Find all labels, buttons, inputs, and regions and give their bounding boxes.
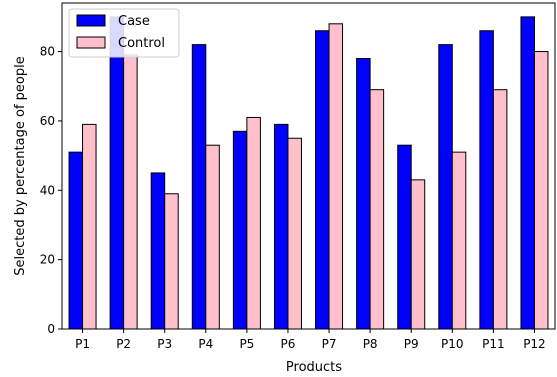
- bar-control-p6: [287, 137, 302, 330]
- y-axis-label: Selected by percentage of people: [13, 56, 28, 275]
- legend: Case Control: [68, 8, 180, 58]
- legend-label-case: Case: [118, 14, 150, 29]
- y-tick-label: 20: [40, 253, 55, 267]
- x-tick-label: P8: [363, 337, 378, 351]
- bar-case-p9: [397, 144, 412, 330]
- bar-control-p9: [410, 179, 426, 330]
- bar-control-p3: [164, 193, 179, 330]
- bar-control-p12: [533, 51, 549, 330]
- bar-control-p4: [205, 144, 220, 330]
- x-tick-label: P5: [239, 337, 254, 351]
- legend-label-control: Control: [118, 36, 165, 51]
- legend-swatch-control: [76, 36, 106, 49]
- x-tick-label: P4: [198, 337, 213, 351]
- x-tick-label: P3: [157, 337, 172, 351]
- x-tick-label: P12: [523, 337, 546, 351]
- legend-swatch-case: [76, 14, 106, 27]
- x-tick-label: P2: [116, 337, 131, 351]
- bar-case-p8: [356, 57, 371, 330]
- bar-case-p1: [68, 151, 84, 330]
- y-tick-label: 40: [40, 183, 55, 197]
- y-tick-label: 0: [47, 322, 55, 336]
- x-tick-label: P10: [441, 337, 464, 351]
- axes-layer: P1 P2 P3 P4 P5 P6 P7 P8 P9 P10 P11 P12 0 20 40 60 80: [40, 2, 556, 351]
- bar-case-p2: [109, 16, 125, 330]
- bar-control-p7: [328, 23, 344, 330]
- bar-case-p12: [520, 16, 535, 330]
- bar-case-p7: [315, 30, 330, 330]
- bar-case-p5: [232, 130, 248, 330]
- bar-control-p5: [246, 116, 261, 330]
- bar-case-p11: [479, 30, 494, 330]
- bar-case-p10: [438, 44, 453, 330]
- y-tick-label: 60: [40, 114, 55, 128]
- y-tick-label: 80: [40, 45, 55, 59]
- x-tick-label: P9: [404, 337, 419, 351]
- bar-control-p2: [123, 54, 138, 330]
- bar-case-p4: [191, 44, 207, 330]
- x-tick-label: P7: [322, 337, 337, 351]
- x-tick-label: P11: [482, 337, 505, 351]
- x-axis-label: Products: [286, 360, 342, 375]
- bar-control-p8: [369, 89, 385, 330]
- plot-frame: [61, 2, 556, 330]
- bar-control-p10: [451, 151, 467, 330]
- x-tick-label: P6: [281, 337, 296, 351]
- bar-control-p11: [492, 89, 508, 330]
- bar-case-p6: [273, 123, 289, 330]
- bar-control-p1: [82, 123, 97, 330]
- bar-case-p3: [150, 172, 166, 330]
- x-tick-label: P1: [75, 337, 90, 351]
- bars-layer: [68, 16, 549, 330]
